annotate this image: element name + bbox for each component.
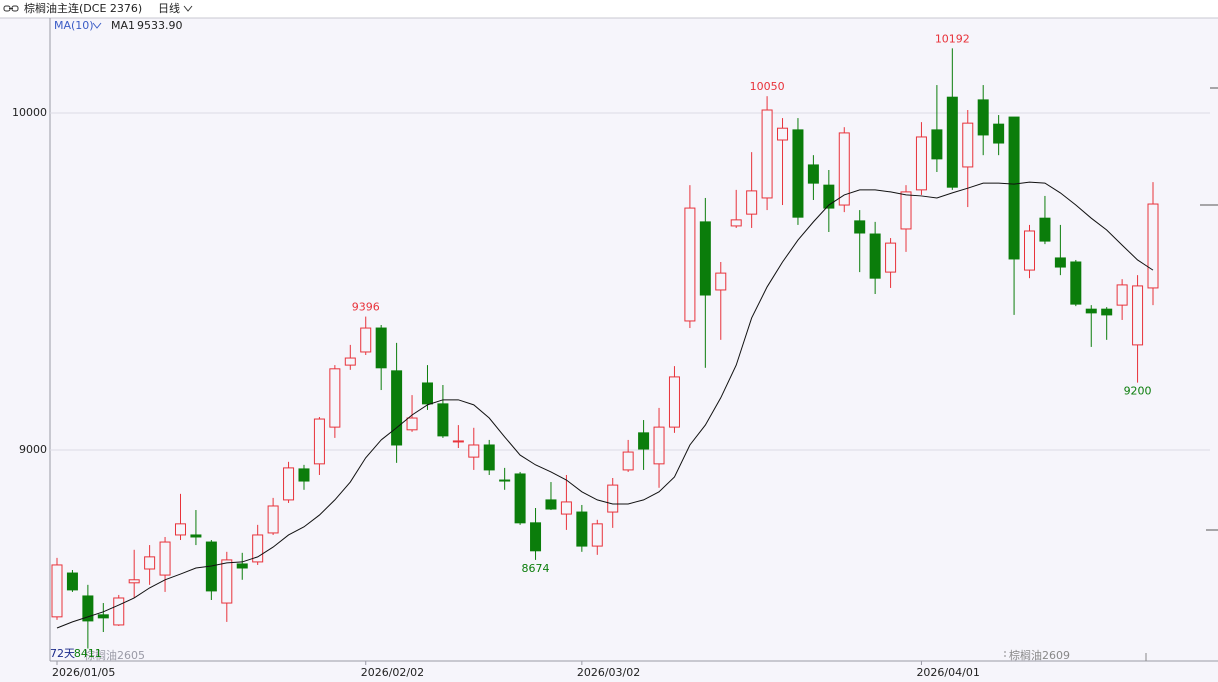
candle-body [174, 523, 186, 536]
candle-body [66, 572, 78, 591]
candle-body [869, 233, 881, 279]
candle-body [113, 597, 125, 626]
candle-body [344, 357, 356, 366]
candle-body [499, 479, 511, 482]
candle-body [622, 451, 634, 471]
candle-body [699, 221, 711, 296]
ma-name: MA1 [111, 19, 135, 32]
candle-body [97, 614, 109, 619]
ma-line [56, 181, 1154, 629]
candle-body [1085, 308, 1097, 314]
candle-body [1147, 203, 1159, 289]
chart-title[interactable]: 棕榈油主连(DCE 2376) [24, 1, 142, 15]
candle-body [267, 505, 279, 534]
candle-body [977, 99, 989, 136]
candle-body [530, 522, 542, 552]
candle-body [221, 559, 233, 604]
x-tick-label: 2026/02/02 [361, 666, 424, 679]
low-label: 8674 [522, 562, 550, 575]
candle-body [82, 595, 94, 622]
x-tick-label: 2026/04/01 [916, 666, 979, 679]
candle-body [761, 109, 773, 199]
high-label: 9396 [352, 301, 380, 314]
candle-body [51, 564, 63, 618]
candle-body [1039, 217, 1051, 242]
candle-body [823, 184, 835, 209]
candle-body [406, 417, 418, 431]
candle-body [900, 191, 912, 230]
x-tick-label: 2026/01/05 [52, 666, 115, 679]
candle-body [514, 473, 526, 524]
toolbar [0, 0, 1218, 18]
candle-body [360, 327, 372, 353]
contract-label: 棕榈油2605 [84, 648, 145, 662]
candle-body [946, 96, 958, 188]
candle-body [190, 534, 202, 538]
candle-body [1024, 230, 1036, 271]
candle-body [638, 432, 650, 450]
y-tick-label: 9000 [19, 443, 47, 456]
candle-body [915, 136, 927, 191]
high-label: 10050 [750, 80, 785, 93]
candle-body [854, 220, 866, 234]
candle-body [468, 444, 480, 458]
ma-last-value: 9533.90 [137, 19, 183, 32]
candle-body [993, 123, 1005, 144]
high-label: 10192 [935, 32, 970, 45]
candle-body [1070, 261, 1082, 305]
candle-body [885, 242, 897, 273]
candle-body [1008, 116, 1020, 260]
candle-body [252, 534, 264, 563]
candle-body [236, 563, 248, 569]
candle-body [591, 523, 603, 547]
candle-body [391, 370, 403, 446]
candle-body [607, 484, 619, 513]
candle-body [684, 207, 696, 322]
candle-body [1101, 308, 1113, 316]
period-chevron[interactable] [183, 5, 193, 12]
candle-body [375, 327, 387, 369]
x-tick-label: 2026/03/02 [577, 666, 640, 679]
day-count: 72天 [50, 647, 75, 660]
candle-body [1054, 257, 1066, 268]
candle-body [668, 376, 680, 428]
candle-body [715, 272, 727, 291]
low-label: 8411 [74, 647, 102, 660]
candle-body [838, 132, 850, 206]
candle-body [1116, 284, 1128, 306]
candle-body [931, 129, 943, 160]
candle-body [545, 499, 557, 510]
candle-body [437, 403, 449, 437]
candle-body [777, 127, 789, 141]
candle-body [283, 467, 295, 501]
candle-body [560, 501, 572, 515]
candle-body [144, 556, 156, 570]
candle-body [313, 418, 325, 465]
candle-body [792, 129, 804, 218]
y-tick-label: 10000 [12, 106, 47, 119]
candle-body [962, 122, 974, 168]
candle-body [730, 219, 742, 227]
candle-body [452, 440, 464, 443]
candle-body [128, 579, 140, 584]
indicator-chevron[interactable] [92, 22, 102, 29]
candle-body [807, 164, 819, 184]
candle-body [483, 444, 495, 471]
candle-body [576, 511, 588, 547]
contract-label: 棕榈油2609 [1009, 648, 1070, 662]
indicator[interactable]: MA(10) [54, 19, 94, 32]
link-icon [3, 5, 19, 12]
candle-body [653, 426, 665, 465]
candle-body [1132, 285, 1144, 346]
candle-body [329, 368, 341, 428]
candle-body [298, 468, 310, 482]
candle-body [746, 190, 758, 215]
period[interactable]: 日线 [158, 1, 180, 15]
candle-body [421, 382, 433, 405]
low-label: 9200 [1124, 385, 1152, 398]
candle-body [159, 541, 171, 576]
